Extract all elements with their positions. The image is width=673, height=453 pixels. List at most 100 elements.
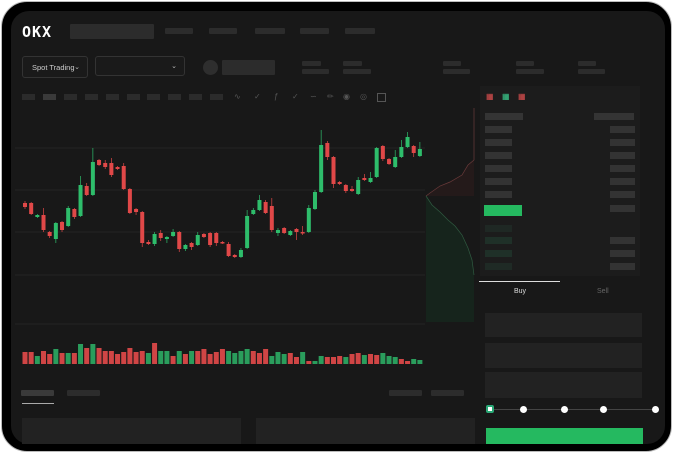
candle [238,248,243,258]
slider-step[interactable] [561,406,568,413]
last-price[interactable] [484,205,522,216]
pair-dropdown[interactable]: ⌄ [95,56,185,76]
candle-body [238,250,243,257]
candle-body [47,232,52,236]
ask-price [485,152,512,159]
orderbook-amount-header [594,113,634,120]
stat-value [578,69,605,74]
interval-button[interactable] [168,94,181,100]
depth-chart [425,108,475,322]
nav-item[interactable] [300,28,329,34]
amount-input[interactable] [485,343,642,368]
candle-body [214,233,219,243]
volume-bar [232,353,238,364]
candle [183,244,188,251]
stat-value [343,69,371,74]
bid-price [485,225,512,232]
bid-price [485,250,512,257]
bottom-filter-button[interactable] [431,390,464,396]
chart-type-icon[interactable]: ✓ [254,92,261,101]
volume-bar [331,357,336,364]
candle-body [72,209,77,217]
candle [300,226,305,235]
buy-submit-button[interactable] [486,428,643,444]
settings-icon[interactable]: ◎ [360,92,367,101]
interval-button[interactable] [189,94,202,100]
candle-body [183,245,188,249]
market-type-dropdown[interactable]: Spot Trading ⌄ [22,56,88,78]
nav-item[interactable] [345,28,375,34]
candle-body [300,232,305,234]
interval-button[interactable] [64,94,77,100]
volume-bar [405,361,411,364]
buy-tab-indicator [479,281,560,282]
volume-bar [158,351,164,364]
candle-body [417,149,422,156]
nav-item[interactable] [165,28,193,34]
depth-bids-line [425,195,475,276]
leverage-slider[interactable] [489,409,657,410]
interval-button[interactable] [106,94,119,100]
orderbook-asks-view-icon[interactable]: ▦ [518,92,526,101]
candle [417,142,422,157]
candle-body [368,178,373,182]
buy-tab[interactable]: Buy [514,288,527,295]
candle-body [127,189,132,213]
candle-body [263,202,268,213]
interval-button[interactable] [85,94,98,100]
pair-price-placeholder [222,60,275,75]
nav-item[interactable] [209,28,237,34]
volume-bar [152,343,158,364]
camera-icon[interactable]: ◉ [343,92,350,101]
ruler-icon[interactable]: ✏ [327,92,334,101]
bottom-tab-open-orders[interactable] [21,390,54,396]
total-input[interactable] [485,372,642,398]
search-bar[interactable] [70,24,154,39]
candle [195,232,200,246]
candle [312,190,317,210]
candle-body [319,145,324,192]
fullscreen-icon[interactable] [377,93,386,102]
interval-button[interactable] [127,94,140,100]
volume-bar [361,355,367,364]
bid-price [485,263,512,270]
nav-item[interactable] [255,28,285,34]
slider-handle[interactable] [486,405,494,413]
candle [189,242,194,250]
interval-button[interactable] [147,94,160,100]
candle [263,200,268,214]
interval-button[interactable] [210,94,223,100]
interval-button[interactable] [22,94,35,100]
dropdown-icon[interactable]: ✓ [292,92,299,101]
bottom-tab-history[interactable] [67,390,100,396]
stat-value [302,69,329,74]
volume-bar [368,354,374,364]
candle-body [35,215,40,217]
line-tool-icon[interactable]: ∽ [310,92,317,101]
price-input[interactable] [485,313,642,337]
candle-body [232,255,237,257]
fx-icon[interactable]: ƒ [274,92,279,101]
slider-step[interactable] [652,406,659,413]
indicator-icon[interactable]: ∿ [234,92,241,101]
volume-bar [145,353,151,364]
candle [208,232,213,247]
candle-body [251,210,256,214]
slider-step[interactable] [600,406,607,413]
candle-body [121,166,126,189]
bottom-filter-button[interactable] [389,390,422,396]
candle [164,236,169,243]
slider-step[interactable] [520,406,527,413]
sell-tab[interactable]: Sell [597,288,609,295]
candle [47,231,52,238]
stat-label [343,61,362,66]
orderbook-both-view-icon[interactable]: ▦ [486,92,494,101]
volume-bar [176,351,182,364]
interval-button-active[interactable] [43,94,56,100]
candle [29,202,34,215]
orderbook-bids-view-icon[interactable]: ▦ [502,92,510,101]
candle [23,201,27,209]
candle [127,188,132,214]
volume-bar [392,357,398,364]
